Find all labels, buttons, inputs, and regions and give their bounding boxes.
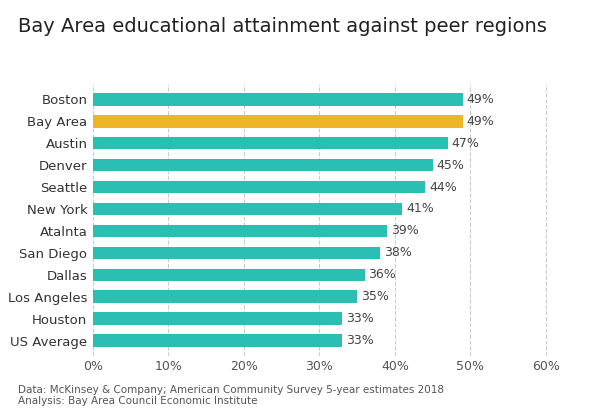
Text: 36%: 36% [368, 269, 396, 282]
Bar [93, 269, 365, 281]
Bar [93, 137, 448, 150]
Bar [93, 225, 388, 237]
Bar [93, 313, 342, 325]
Text: 49%: 49% [467, 93, 494, 106]
Text: 47%: 47% [452, 137, 479, 150]
Bar [93, 334, 342, 347]
Text: 49%: 49% [467, 115, 494, 128]
Bar [93, 159, 433, 171]
Bar [93, 203, 403, 215]
Text: Data: McKinsey & Company; American Community Survey 5-year estimates 2018
Analys: Data: McKinsey & Company; American Commu… [18, 385, 444, 406]
Bar [93, 246, 380, 259]
Text: 35%: 35% [361, 290, 389, 303]
Text: 39%: 39% [391, 225, 419, 238]
Text: 38%: 38% [383, 246, 412, 259]
Text: 44%: 44% [429, 181, 457, 194]
Bar [93, 93, 463, 106]
Text: Bay Area educational attainment against peer regions: Bay Area educational attainment against … [18, 17, 547, 36]
Text: 45%: 45% [436, 158, 464, 171]
Bar [93, 115, 463, 127]
Text: 33%: 33% [346, 312, 374, 325]
Text: 41%: 41% [406, 202, 434, 215]
Text: 33%: 33% [346, 334, 374, 347]
Bar [93, 181, 425, 194]
Bar [93, 290, 357, 303]
